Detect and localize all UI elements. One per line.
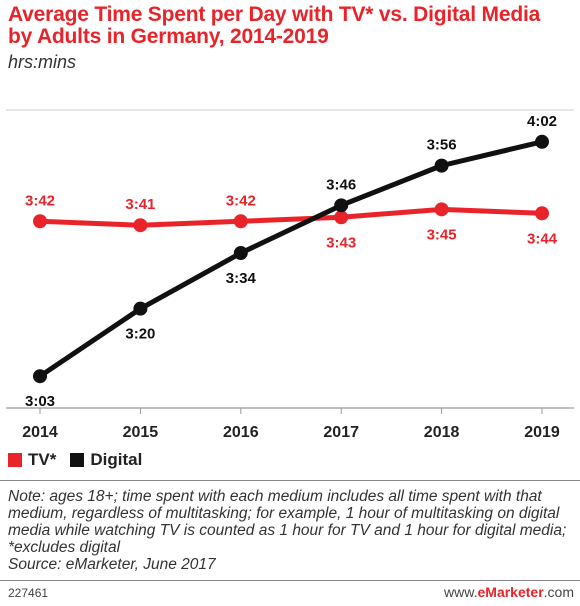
x-tick-label: 2017 [323, 424, 359, 440]
data-label-tv: 3:45 [427, 226, 457, 243]
data-point-tv [233, 214, 248, 229]
data-label-tv: 3:43 [326, 234, 356, 251]
data-point-digital [434, 158, 449, 173]
x-tick-label: 2016 [223, 424, 259, 440]
series-line-tv [39, 206, 543, 228]
data-label-digital: 3:03 [25, 393, 55, 410]
data-point-digital [233, 246, 248, 261]
brand-suffix: .com [543, 584, 574, 600]
chart-title: Average Time Spent per Day with TV* vs. … [8, 3, 541, 48]
series-line-digital [38, 139, 543, 379]
data-point-digital [33, 369, 47, 384]
x-tick-label: 2018 [424, 424, 460, 440]
data-label-digital: 3:56 [427, 137, 457, 154]
brand-prefix: www. [444, 584, 478, 600]
footer-divider [0, 580, 580, 581]
data-label-digital: 3:34 [226, 270, 257, 287]
legend-item-tv: TV* [8, 450, 56, 470]
legend-swatch-tv [8, 453, 22, 467]
note-block: Note: ages 18+; time spent with each med… [8, 488, 576, 573]
data-label-tv: 3:42 [226, 192, 256, 209]
x-tick-label: 2019 [524, 424, 560, 440]
x-tick-label: 2015 [123, 424, 159, 440]
chart-subtitle: hrs:mins [8, 52, 77, 72]
brand-link[interactable]: www.eMarketer.com [444, 584, 574, 600]
data-point-digital [133, 301, 148, 316]
data-point-digital [334, 198, 349, 213]
data-label-digital: 3:46 [326, 176, 356, 193]
data-label-tv: 3:42 [25, 192, 55, 209]
data-point-tv [535, 206, 549, 221]
legend-item-digital: Digital [70, 450, 142, 470]
legend-label-tv: TV* [28, 450, 57, 469]
chart-id: 227461 [8, 586, 49, 600]
data-point-tv [133, 218, 148, 233]
data-point-digital [535, 134, 549, 149]
note-text: Note: ages 18+; time spent with each med… [8, 488, 567, 556]
legend-label-digital: Digital [90, 450, 143, 469]
data-point-tv [434, 202, 449, 217]
data-point-tv [33, 214, 47, 229]
data-label-digital: 3:20 [125, 326, 155, 343]
brand-name: eMarketer [477, 584, 544, 600]
note-divider [0, 480, 580, 481]
data-label-tv: 3:41 [125, 196, 155, 213]
line-chart: 2014 2015 2016 2017 2018 2019 3:42 3:41 3:42 3:43… [6, 109, 574, 440]
x-tick-label: 2014 [22, 424, 58, 440]
data-point-tv [334, 210, 349, 225]
data-label-digital: 4:02 [527, 113, 557, 130]
legend: TV* Digital [8, 450, 156, 470]
data-label-tv: 3:44 [527, 230, 558, 247]
legend-swatch-digital [70, 453, 85, 467]
source-text: Source: eMarketer, June 2017 [8, 556, 216, 573]
